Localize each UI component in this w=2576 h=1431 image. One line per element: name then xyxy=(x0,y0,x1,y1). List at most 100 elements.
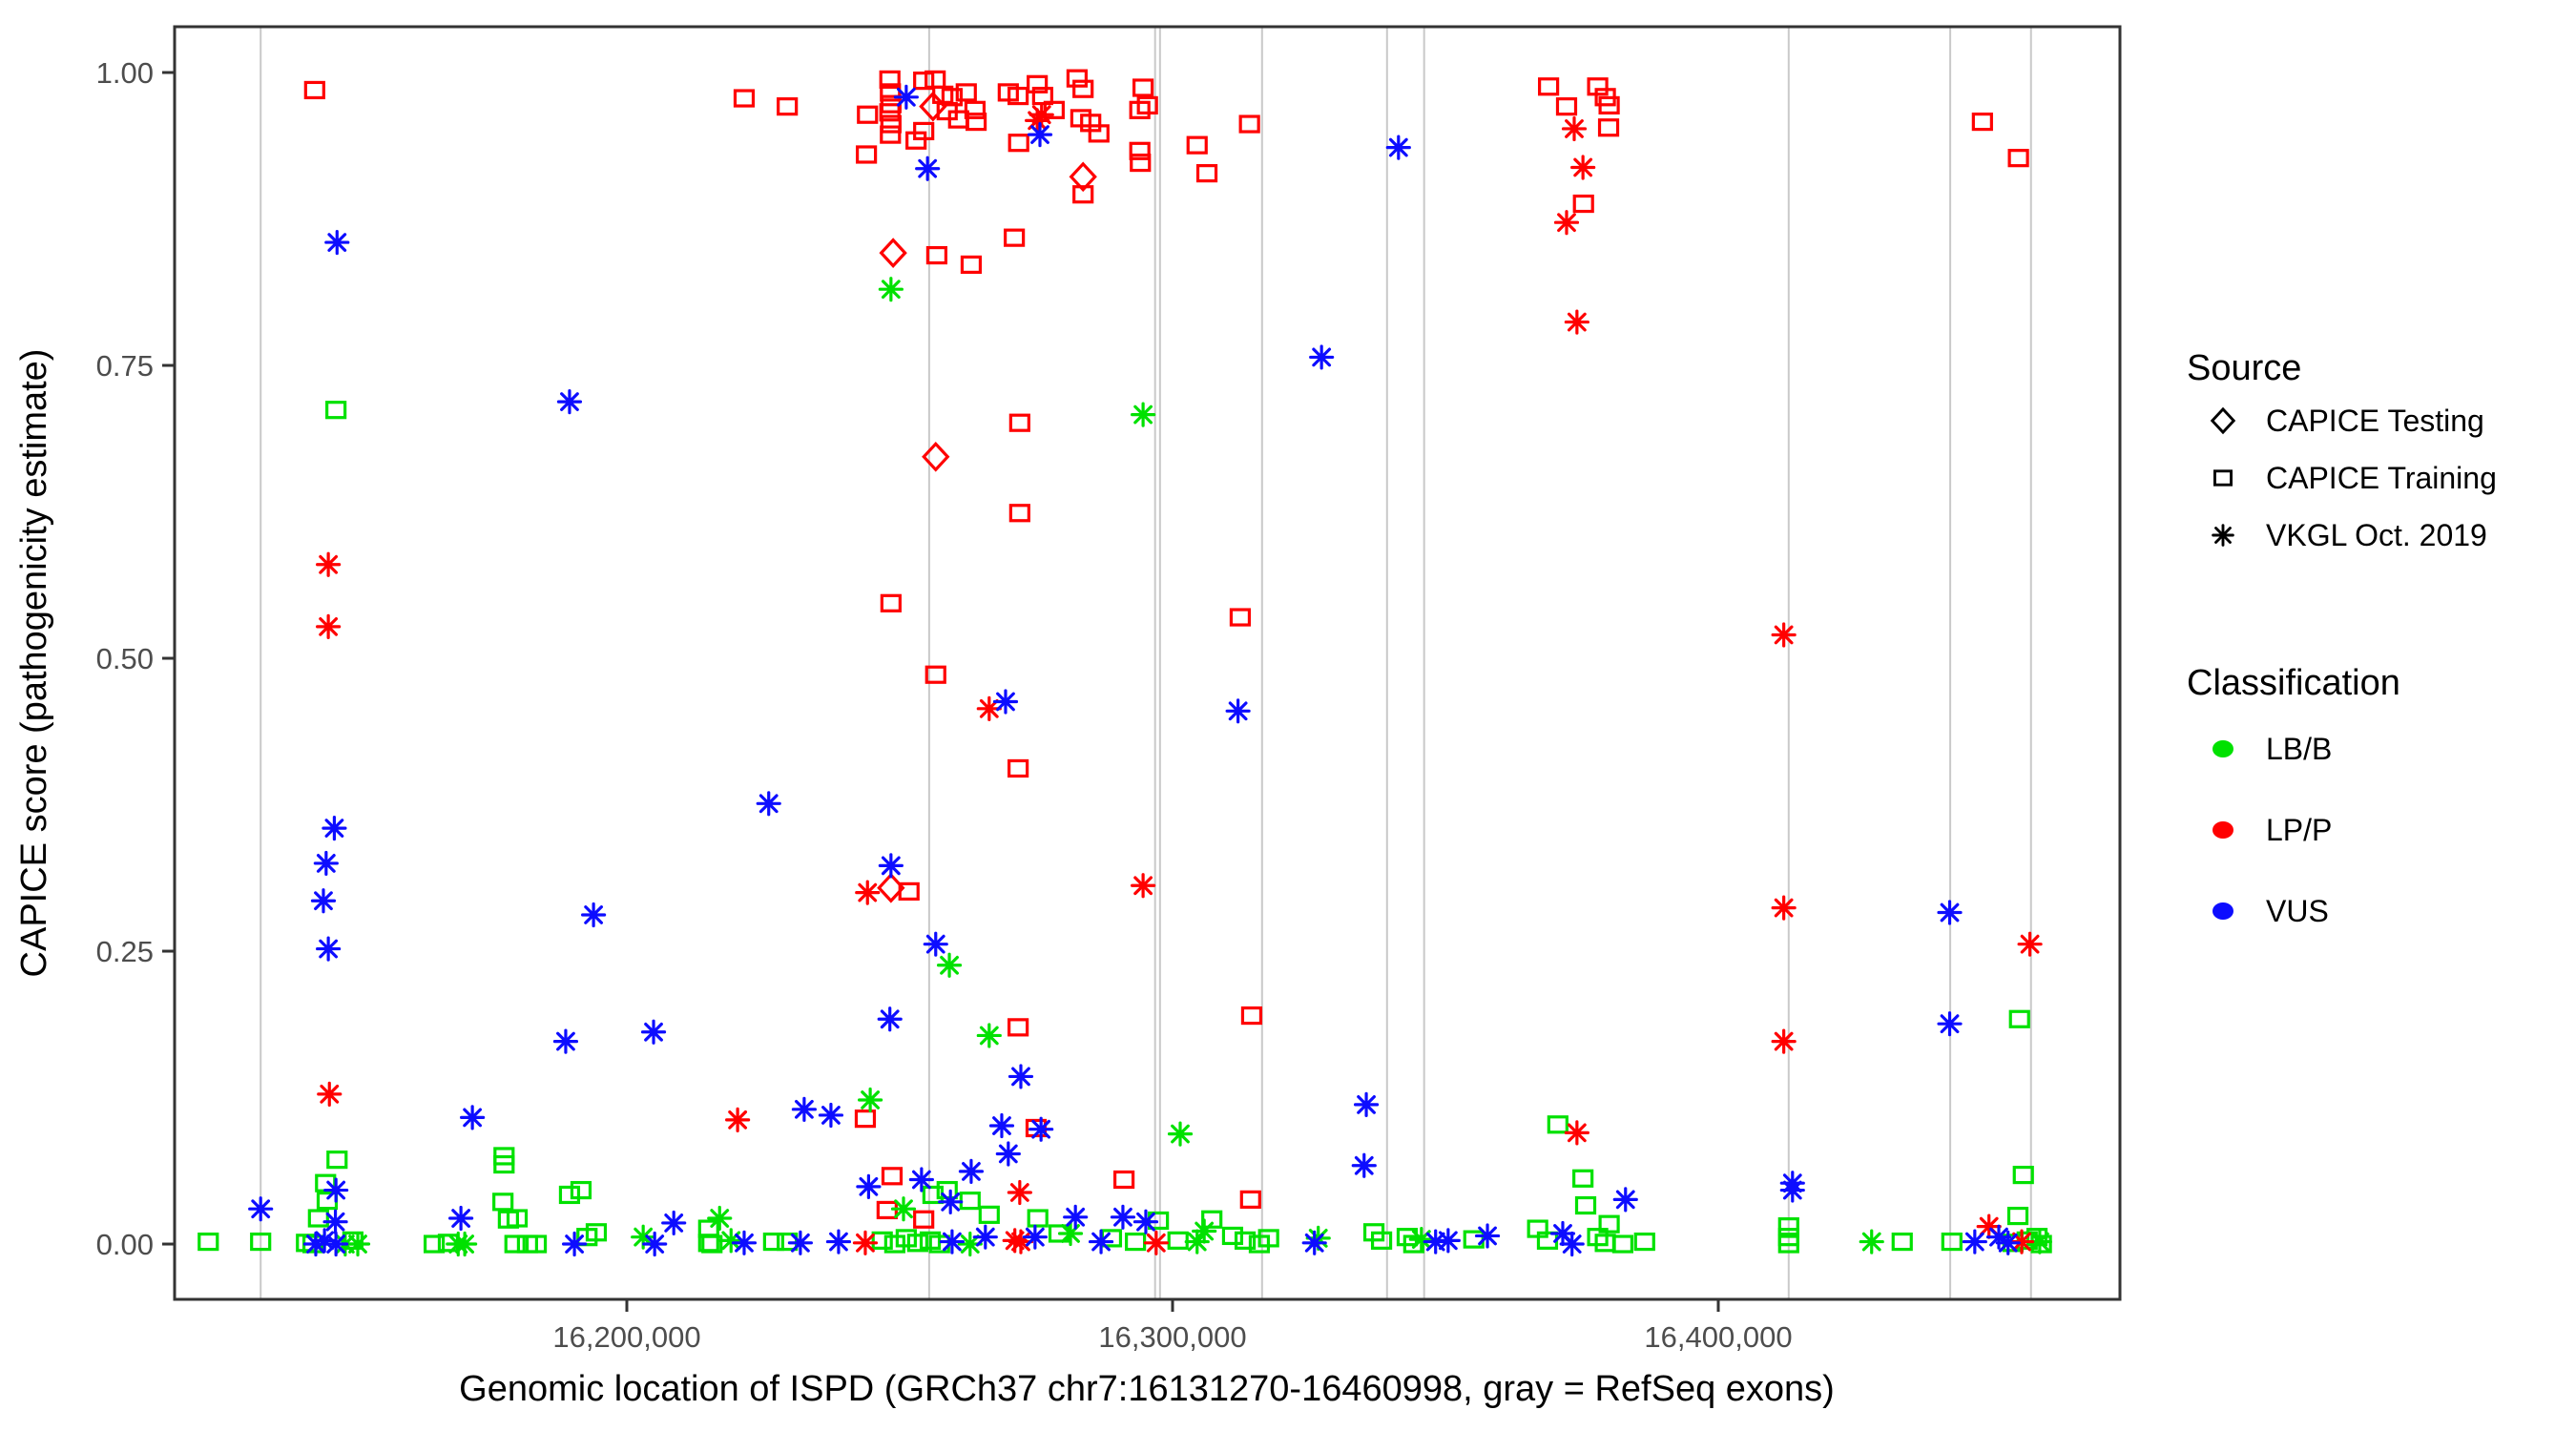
data-point-asterisk xyxy=(1553,210,1580,236)
data-point-asterisk xyxy=(1549,1220,1576,1247)
data-point-asterisk xyxy=(1088,1229,1114,1255)
data-point-square xyxy=(303,80,325,100)
legend: Source CAPICE Testing CAPICE Training VKGL… xyxy=(2187,348,2497,928)
data-point-square xyxy=(701,1234,723,1254)
data-point-asterisk xyxy=(1057,1220,1084,1247)
data-point-square xyxy=(558,1185,581,1205)
data-point-square xyxy=(960,255,983,275)
data-point-square xyxy=(1008,1018,1029,1037)
data-point-square xyxy=(2213,469,2233,487)
data-point-asterisk xyxy=(561,1231,588,1257)
data-point-asterisk xyxy=(1612,1187,1638,1213)
series-vkgl-oct-2019-lp-p xyxy=(316,102,2043,1255)
data-point-square xyxy=(905,131,927,150)
plot-panel-border xyxy=(173,25,2122,1301)
data-point-square xyxy=(1941,1232,1963,1252)
legend-item-label: VKGL Oct. 2019 xyxy=(2266,518,2487,552)
data-point-asterisk xyxy=(323,1231,349,1257)
data-point-square xyxy=(762,1232,784,1252)
data-point-square xyxy=(1229,608,1252,627)
series-vkgl-oct-2019-vus xyxy=(248,84,2021,1257)
legend-item-label: VUS xyxy=(2266,894,2329,928)
data-point-asterisk xyxy=(1559,1231,1585,1257)
data-point-asterisk xyxy=(642,1231,668,1257)
data-point-asterisk xyxy=(791,1096,818,1122)
data-point-square xyxy=(315,1173,337,1192)
data-point-asterisk xyxy=(890,1196,917,1222)
data-point-square xyxy=(1008,413,1030,432)
data-point-square xyxy=(325,401,347,420)
data-point-square xyxy=(1186,135,1208,155)
data-point-asterisk xyxy=(818,1102,844,1129)
series-capice-testing-lp-p xyxy=(877,91,1097,903)
data-point-square xyxy=(1004,228,1026,247)
x-axis-tick-label: 16,300,000 xyxy=(1098,1320,1246,1354)
data-point-square xyxy=(924,665,946,684)
data-point-asterisk xyxy=(1192,1218,1217,1244)
data-point-square xyxy=(1130,153,1152,173)
data-point-asterisk xyxy=(1301,1230,1327,1255)
data-point-asterisk xyxy=(1353,1091,1380,1117)
data-point-square xyxy=(423,1234,446,1254)
series-vkgl-oct-2019-lb-b xyxy=(332,277,2053,1257)
data-point-square xyxy=(1221,1226,1244,1246)
data-point-square xyxy=(570,1180,592,1200)
data-point-square xyxy=(898,881,920,902)
data-point-asterisk xyxy=(1561,115,1588,142)
data-point-asterisk xyxy=(1423,1229,1448,1255)
data-point-asterisk xyxy=(452,1231,478,1257)
data-point-asterisk xyxy=(1985,1224,2012,1250)
data-point-square xyxy=(1547,1115,1568,1134)
legend-classification-dot xyxy=(2212,821,2233,839)
legend-item-label: LB/B xyxy=(2266,732,2332,766)
axes-ticks-and-labels: 16,200,000 16,300,000 16,400,000 0.00 0.25 0.… xyxy=(96,56,1793,1354)
data-point-asterisk xyxy=(631,1224,656,1250)
data-point-asterisk xyxy=(312,1228,338,1254)
y-axis-tick-label: 1.00 xyxy=(96,56,154,90)
data-point-asterisk xyxy=(856,1173,882,1199)
data-points-layer xyxy=(197,69,2053,1257)
data-point-square xyxy=(326,1151,348,1170)
data-point-square xyxy=(1167,1231,1189,1250)
data-point-asterisk xyxy=(878,277,904,302)
data-point-square xyxy=(1971,112,1993,132)
data-point-square xyxy=(964,100,987,119)
legend-item-label: CAPICE Testing xyxy=(2266,404,2484,438)
data-point-square xyxy=(1555,97,1578,116)
x-axis-tick-label: 16,200,000 xyxy=(552,1320,700,1354)
data-point-asterisk xyxy=(1408,1227,1434,1253)
data-point-asterisk xyxy=(1008,1229,1034,1255)
data-point-asterisk xyxy=(878,853,904,879)
data-point-asterisk xyxy=(1570,155,1596,180)
data-point-asterisk xyxy=(1564,309,1589,335)
legend-item-label: LP/P xyxy=(2266,813,2332,847)
data-point-asterisk xyxy=(1027,122,1053,148)
data-point-asterisk xyxy=(1008,1064,1034,1089)
data-point-asterisk xyxy=(313,850,339,877)
data-point-square xyxy=(1195,164,1218,183)
data-point-square xyxy=(1611,1234,1634,1254)
y-axis-tick-label: 0.00 xyxy=(96,1228,154,1261)
data-point-square xyxy=(1027,1209,1049,1228)
data-point-square xyxy=(1008,758,1029,778)
data-point-diamond xyxy=(919,91,947,122)
data-point-square xyxy=(1891,1232,1913,1252)
data-point-square xyxy=(1777,1234,1799,1254)
data-point-square xyxy=(913,72,935,91)
data-point-square xyxy=(871,1231,893,1250)
data-point-asterisk xyxy=(923,931,948,957)
data-point-asterisk xyxy=(1028,1116,1054,1142)
data-point-asterisk xyxy=(725,1107,751,1132)
data-point-asterisk xyxy=(718,1228,744,1254)
data-point-asterisk xyxy=(1351,1152,1377,1178)
legend-source-title: Source xyxy=(2187,348,2301,388)
data-point-asterisk xyxy=(988,1112,1015,1139)
data-point-asterisk xyxy=(893,84,919,110)
data-point-square xyxy=(1597,118,1620,137)
data-point-square xyxy=(1132,78,1154,97)
data-point-asterisk xyxy=(1309,344,1335,370)
data-point-asterisk xyxy=(1110,1204,1136,1230)
data-point-square xyxy=(506,1209,529,1228)
data-point-asterisk xyxy=(1025,108,1050,134)
data-point-asterisk xyxy=(731,1230,758,1255)
